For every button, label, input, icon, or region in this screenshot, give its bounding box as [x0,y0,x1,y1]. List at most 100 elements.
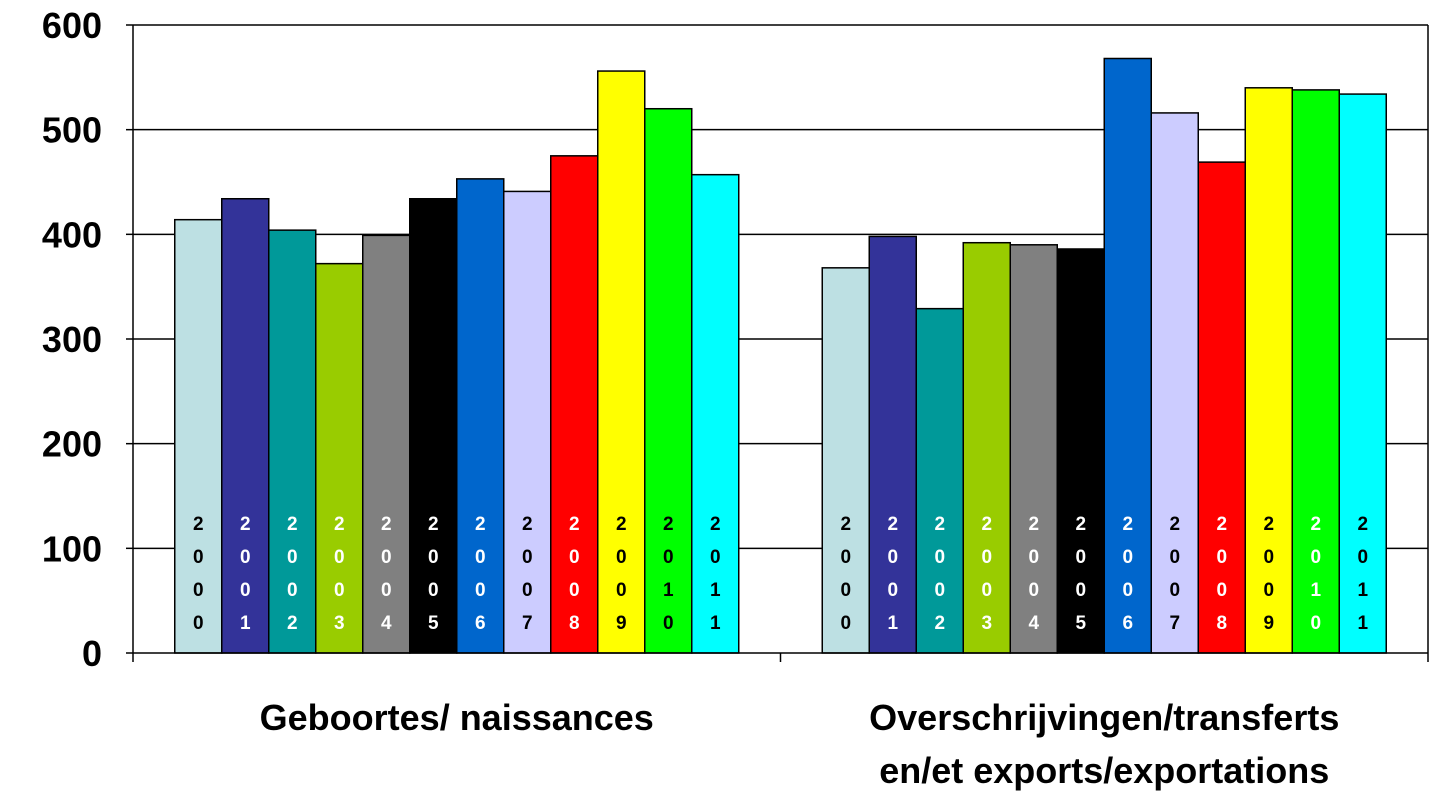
bar-data-label: 2 [475,514,486,535]
bar-data-label: 0 [887,547,898,568]
bar-2004-cat0 [362,234,411,654]
y-tick-label: 0 [82,633,102,674]
bar-data-label: 2 [522,514,533,535]
bar-2003-cat1 [962,241,1011,654]
bar-data-label: 7 [522,613,533,634]
bar-data-label: 0 [840,547,851,568]
bar-data-label: 0 [1263,580,1274,601]
bar-data-label: 2 [1169,514,1180,535]
bar-data-label: 0 [381,547,392,568]
bar-data-label: 0 [569,547,580,568]
bar-data-label: 9 [1263,613,1274,634]
bar-data-label: 0 [887,580,898,601]
bar-data-label: 0 [428,580,439,601]
bar-data-label: 0 [663,613,674,634]
bar-data-label: 0 [334,580,345,601]
bar-data-label: 0 [522,547,533,568]
bar-data-label: 2 [981,514,992,535]
bar-data-label: 0 [1357,547,1368,568]
bar-data-label: 0 [475,547,486,568]
bar-data-label: 3 [981,613,992,634]
bar-data-label: 0 [934,547,945,568]
bar-data-label: 2 [569,514,580,535]
bar-2010-cat0 [644,107,693,654]
bar-data-label: 0 [1263,547,1274,568]
bar-data-label: 2 [1310,514,1321,535]
bar-data-label: 6 [1122,613,1133,634]
data-labels: 2 0 0 0 2 0 0 1 2 0 0 2 2 0 0 3 2 0 0 4 2 0 0 5 2 0 0 6 2 0 0 7 2 0 0 8 2 0 0 9… [193,514,1369,634]
bar-data-label: 0 [710,547,721,568]
bar-data-label: 1 [710,613,721,634]
bar-data-label: 2 [1075,514,1086,535]
bar-data-label: 3 [334,613,345,634]
bar-data-label: 8 [1216,613,1227,634]
bar-data-label: 0 [1310,547,1321,568]
bar-data-label: 0 [1169,580,1180,601]
bar-data-label: 1 [710,580,721,601]
bar-data-label: 2 [1216,514,1227,535]
bar-data-label: 2 [193,514,204,535]
bar-data-label: 0 [1075,547,1086,568]
bar-data-label: 0 [616,580,627,601]
bar-data-label: 0 [522,580,533,601]
bar-data-label: 0 [1122,580,1133,601]
bar-2000-cat1 [821,267,870,654]
bar-data-label: 4 [381,613,392,634]
bar-data-label: 0 [840,613,851,634]
bar-data-label: 1 [1357,613,1368,634]
bar-data-label: 0 [1169,547,1180,568]
bar-2005-cat0 [409,197,458,654]
bar-data-label: 0 [981,547,992,568]
bar-data-label: 2 [428,514,439,535]
bar-data-label: 0 [240,580,251,601]
bar-data-label: 0 [193,547,204,568]
bar-data-label: 0 [1216,580,1227,601]
bar-2004-cat1 [1009,244,1058,654]
bar-data-label: 1 [1310,580,1321,601]
bar-data-label: 0 [428,547,439,568]
bar-data-label: 1 [663,580,674,601]
bar-data-label: 0 [616,547,627,568]
bar-data-label: 2 [840,514,851,535]
bar-data-label: 2 [663,514,674,535]
bar-data-label: 2 [934,514,945,535]
bar-data-label: 0 [240,547,251,568]
bar-data-label: 0 [193,580,204,601]
bar-data-label: 5 [1075,613,1086,634]
bar-data-label: 2 [1263,514,1274,535]
bar-data-label: 0 [663,547,674,568]
bar-data-label: 1 [887,613,898,634]
bar-data-label: 2 [710,514,721,535]
bar-data-label: 0 [1216,547,1227,568]
x-category-label: Geboortes/ naissances [260,697,654,738]
bar-data-label: 0 [287,580,298,601]
bar-data-label: 2 [1028,514,1039,535]
bar-2002-cat1 [915,307,964,654]
bar-data-label: 2 [240,514,251,535]
y-tick-label: 600 [42,5,102,46]
y-tick-label: 300 [42,319,102,360]
bar-data-label: 2 [287,514,298,535]
bar-data-label: 9 [616,613,627,634]
y-tick-label: 200 [42,424,102,465]
bar-2006-cat0 [456,178,505,654]
y-tick-label: 100 [42,528,102,569]
bar-data-label: 2 [887,514,898,535]
bar-2009-cat1 [1244,87,1293,654]
bar-data-label: 2 [1122,514,1133,535]
bar-data-label: 0 [334,547,345,568]
bar-data-label: 0 [287,547,298,568]
bar-data-label: 0 [1028,547,1039,568]
bar-data-label: 0 [840,580,851,601]
x-category-label: en/et exports/exportations [879,750,1329,791]
bar-data-label: 2 [334,514,345,535]
bar-data-label: 2 [287,613,298,634]
bar-data-label: 0 [569,580,580,601]
bar-2001-cat1 [868,235,917,654]
x-category-label: Overschrijvingen/transferts [869,697,1339,738]
bar-data-label: 8 [569,613,580,634]
bar-data-label: 1 [1357,580,1368,601]
bar-2011-cat0 [691,173,740,654]
bar-data-label: 2 [381,514,392,535]
bar-2010-cat1 [1291,89,1340,654]
